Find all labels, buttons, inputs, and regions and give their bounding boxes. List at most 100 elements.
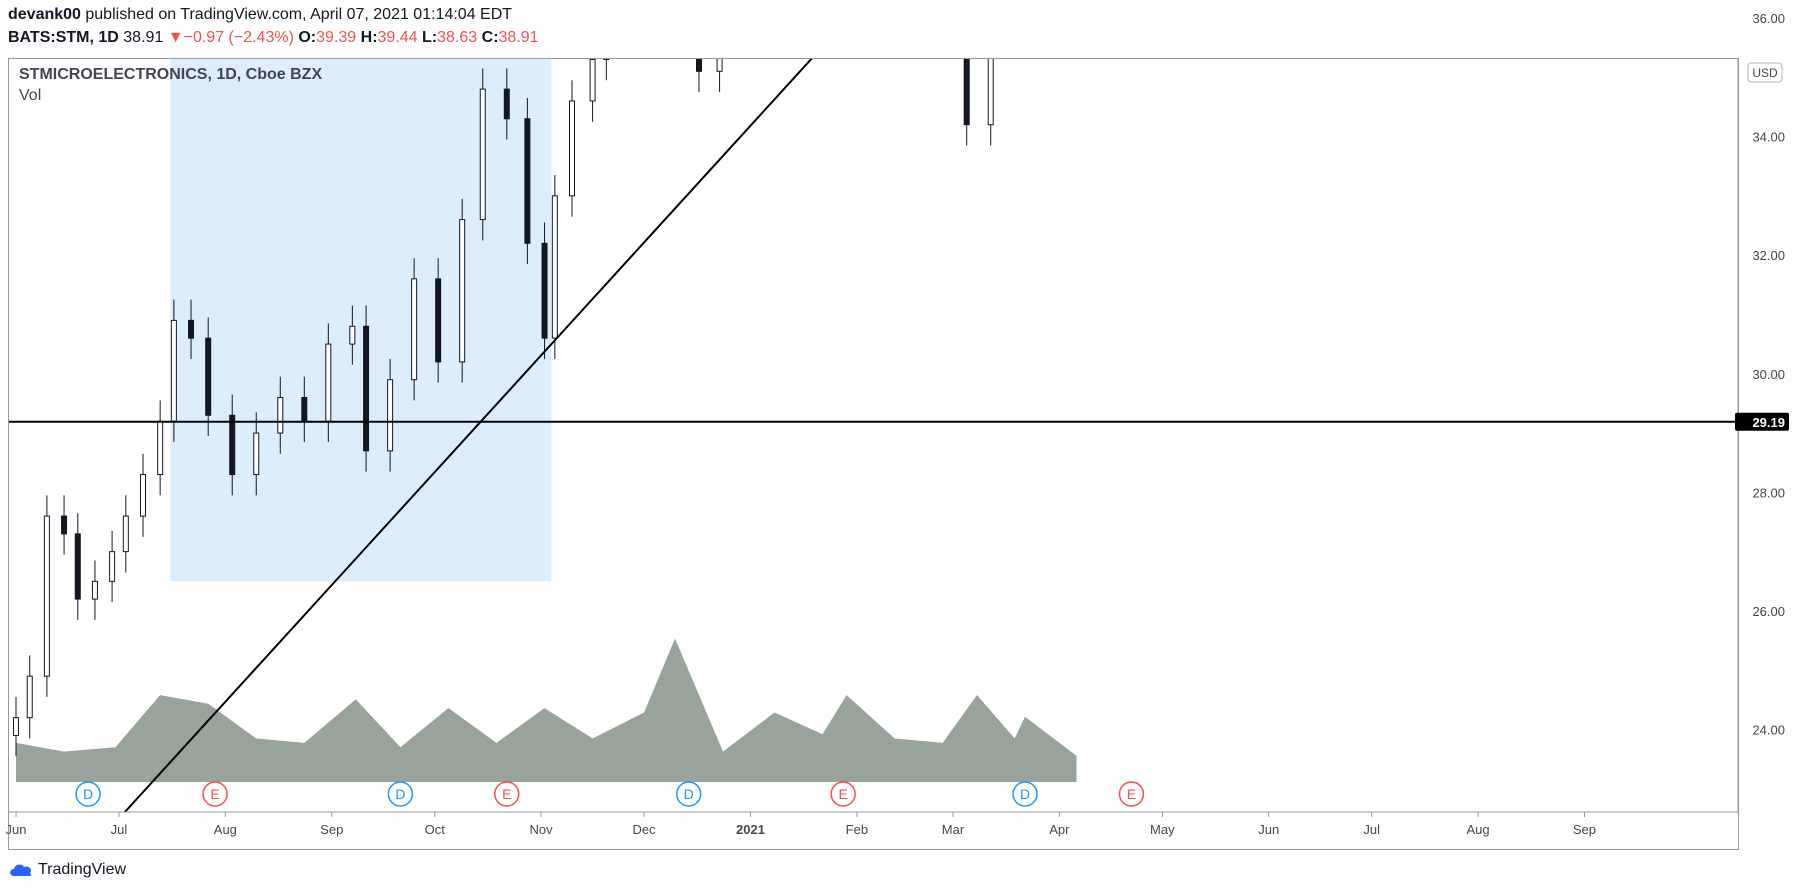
- x-tick-label: Aug: [1467, 822, 1490, 837]
- x-tick-label: 2021: [736, 822, 765, 837]
- x-tick-label: Feb: [846, 822, 868, 837]
- x-tick-label: Aug: [214, 822, 237, 837]
- y-tick-label: 34.00: [1752, 130, 1785, 145]
- earnings-marker-label: E: [502, 786, 511, 802]
- dividend-marker: [675, 781, 702, 807]
- x-tick-label: Jul: [1363, 822, 1380, 837]
- volume-area-up: [16, 638, 1077, 782]
- close-label: C:: [481, 29, 499, 46]
- ohlc-line: BATS:STM, 1D 38.91 ▼−0.97 (−2.43%) O:39.…: [8, 29, 539, 47]
- last-price: 38.91: [123, 29, 164, 46]
- earnings-marker: [202, 781, 228, 807]
- candle-body: [569, 100, 575, 197]
- y-tick-label: 28.00: [1752, 485, 1785, 500]
- x-tick-label: Jun: [6, 822, 27, 837]
- currency-badge: [1747, 62, 1783, 83]
- dividend-marker-label: D: [684, 786, 694, 802]
- candle-body: [74, 533, 81, 600]
- volume-legend: Vol: [19, 87, 42, 104]
- candle-body: [349, 325, 356, 345]
- x-tick-label: Jun: [1258, 822, 1279, 837]
- dividend-marker: [1012, 781, 1038, 807]
- dividend-marker-label: D: [83, 786, 93, 802]
- earnings-marker-label: E: [210, 786, 219, 802]
- candle-body: [13, 717, 19, 736]
- candle-body: [411, 278, 418, 381]
- x-tick-label: Apr: [1049, 822, 1070, 837]
- candle-body: [61, 515, 68, 535]
- candle-body: [541, 242, 548, 339]
- candle-body: [139, 474, 146, 517]
- candle-body: [963, 59, 970, 126]
- candle-body: [479, 88, 486, 221]
- earnings-marker: [830, 781, 856, 807]
- candle-body: [122, 515, 129, 553]
- candle-body: [435, 278, 442, 363]
- candle-body: [387, 379, 394, 452]
- x-tick-label: Dec: [633, 822, 657, 837]
- dividend-marker: [75, 781, 101, 807]
- tradingview-brand[interactable]: TradingView: [8, 861, 126, 879]
- candle-body: [170, 319, 177, 422]
- currency-label: USD: [1752, 66, 1778, 80]
- author-name: devank00: [8, 6, 81, 23]
- earnings-marker-label: E: [1127, 786, 1136, 802]
- brand-label: TradingView: [38, 861, 127, 878]
- earnings-marker-label: E: [838, 786, 847, 802]
- candle-body: [277, 396, 284, 434]
- down-arrow-icon: ▼: [167, 29, 184, 46]
- candle-body: [325, 343, 332, 422]
- y-tick-label: 36.00: [1752, 11, 1785, 26]
- volume-area-down: [16, 638, 1077, 782]
- candle-body: [676, 0, 681, 36]
- y-tick-label: 24.00: [1752, 723, 1785, 738]
- open-label: O:: [298, 29, 317, 46]
- candle-body: [43, 515, 50, 677]
- candle-body: [363, 325, 370, 452]
- candle-body: [524, 118, 531, 244]
- low-value: 38.63: [437, 29, 478, 46]
- candle-body: [188, 319, 195, 339]
- candle-body: [716, 59, 723, 72]
- candle-body: [109, 551, 116, 582]
- open-value: 39.39: [316, 29, 357, 46]
- low-label: L:: [422, 29, 438, 46]
- candle-body: [459, 219, 466, 363]
- plot-area: [9, 0, 1738, 812]
- candle-body: [1012, 0, 1017, 24]
- x-tick-label: Oct: [425, 822, 446, 837]
- candle-body: [253, 432, 260, 476]
- support-line-tag: [1735, 412, 1789, 431]
- x-tick-label: Sep: [320, 822, 343, 837]
- candle-body: [91, 580, 98, 600]
- dividend-marker-label: D: [1020, 786, 1030, 802]
- close-value: 38.91: [498, 29, 539, 46]
- price-change: −0.97 (−2.43%): [183, 29, 294, 46]
- y-tick-label: 30.00: [1752, 367, 1785, 382]
- published-text: published on TradingView.com, April 07, …: [80, 6, 513, 23]
- candle-body: [603, 59, 610, 60]
- candle-body: [301, 396, 308, 422]
- x-tick-label: Nov: [530, 822, 554, 837]
- candle-body: [157, 420, 164, 476]
- candle-body: [551, 195, 558, 339]
- x-tick-label: Mar: [942, 822, 965, 837]
- dividend-marker-label: D: [395, 786, 405, 802]
- candle-body: [695, 59, 702, 72]
- symbol-label: BATS:STM, 1D: [8, 29, 119, 46]
- y-tick-label: 32.00: [1752, 248, 1785, 263]
- x-tick-label: Sep: [1573, 822, 1596, 837]
- candle-body: [589, 59, 596, 102]
- candle-body: [205, 337, 212, 416]
- x-tick-label: May: [1150, 822, 1175, 837]
- y-tick-label: 26.00: [1752, 604, 1785, 619]
- chart-title: STMICROELECTRONICS, 1D, Cboe BZX: [19, 66, 323, 83]
- dividend-marker: [387, 781, 414, 807]
- candle-body: [229, 414, 236, 476]
- candle-body: [503, 88, 510, 120]
- trend-line: [123, 59, 813, 812]
- candle-body: [26, 675, 33, 719]
- x-tick-label: Jul: [111, 822, 128, 837]
- tradingview-cloud-icon: [10, 864, 32, 876]
